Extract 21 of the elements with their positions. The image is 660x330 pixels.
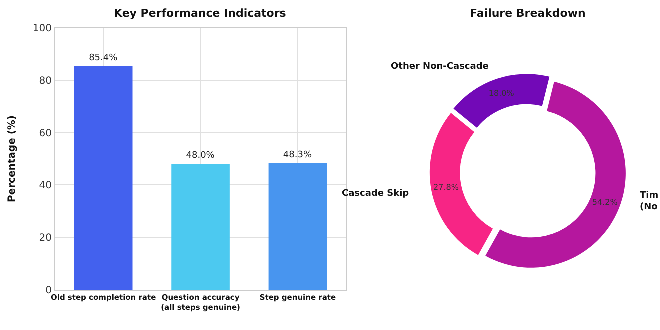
data-label: 27.8% [434,183,460,192]
data-label: 48.0% [186,151,216,162]
data-label: 54.2% [592,198,618,208]
y-axis-title: Percentage (%) [6,116,18,202]
data-label: 18.0% [488,88,515,98]
slice-label: Other Non-Cascade [391,62,489,72]
bar [172,164,230,290]
data-label: 48.3% [283,150,312,160]
data-label: 85.4% [89,53,118,64]
y-tick-label: 80 [39,76,52,87]
slice-label: Cascade Skip [342,189,410,199]
y-tick-label: 60 [39,128,52,140]
chart-title: Failure Breakdown [470,7,586,20]
chart-title: Key Performance Indicators [114,7,287,20]
bar [74,66,133,290]
y-tick-label: 20 [39,233,52,244]
y-tick-label: 40 [39,180,52,192]
bar [268,163,328,290]
y-tick-label: 0 [46,286,52,296]
y-tick-label: 100 [32,24,52,34]
slice-label: Tim (No [640,191,659,213]
